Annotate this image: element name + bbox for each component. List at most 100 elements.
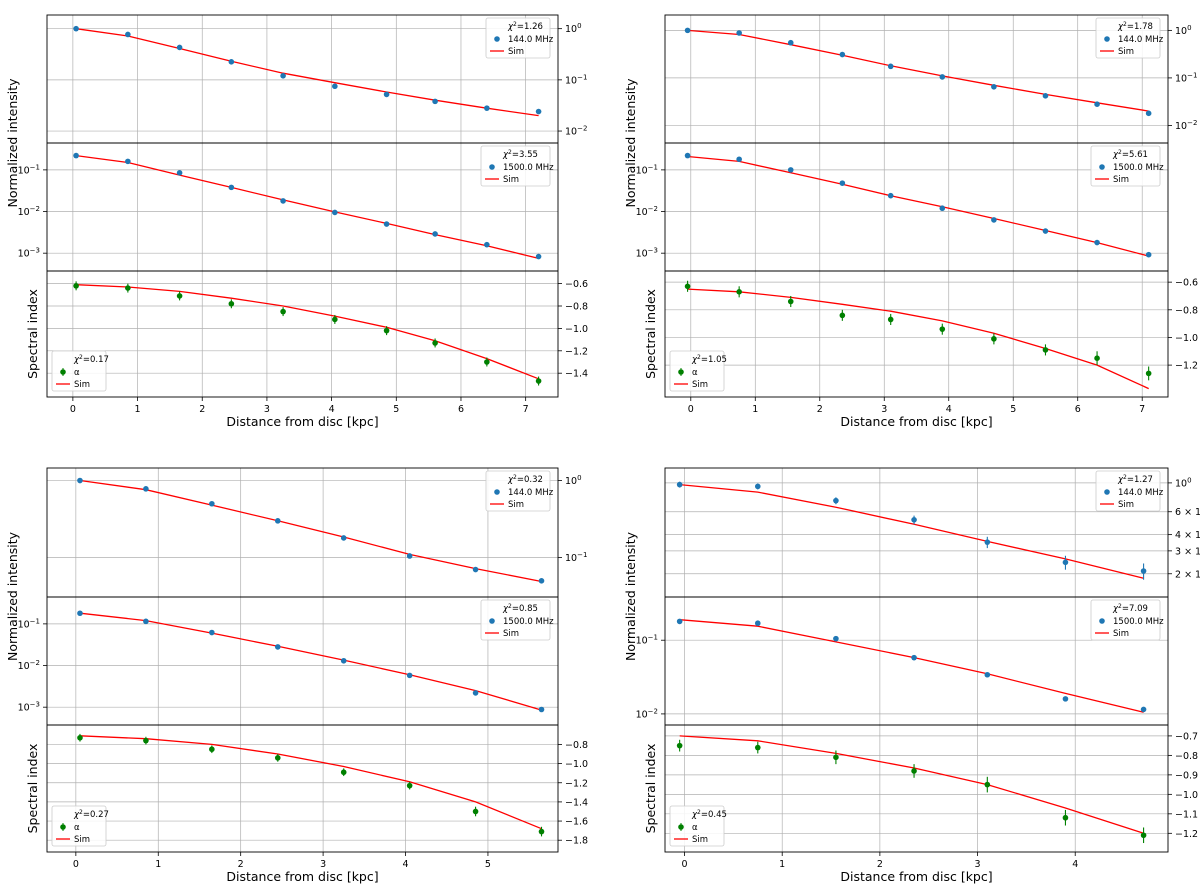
legend: χ2=1.78 144.0 MHz Sim bbox=[1095, 17, 1164, 59]
data-point bbox=[839, 51, 846, 58]
data-point bbox=[125, 31, 131, 38]
y-tick-label: −0.8 bbox=[565, 740, 588, 751]
y-tick-label: −1.2 bbox=[1175, 361, 1198, 372]
data-point bbox=[736, 289, 742, 295]
sim-line bbox=[687, 288, 1149, 390]
sim-line bbox=[76, 154, 539, 260]
legend-box bbox=[51, 805, 107, 847]
data-point bbox=[984, 539, 991, 545]
legend-box bbox=[51, 350, 107, 392]
legend-data-label: 1500.0 MHz bbox=[1113, 163, 1164, 173]
data-point bbox=[472, 690, 479, 696]
legend-chi2: χ2=0.32 bbox=[507, 474, 543, 485]
legend-data-label: α bbox=[74, 368, 80, 378]
y-tick-label: −0.6 bbox=[565, 279, 588, 290]
legend-sim-label: Sim bbox=[508, 47, 524, 57]
y-tick-label: 10−1 bbox=[1175, 71, 1197, 84]
data-point bbox=[1140, 832, 1147, 839]
data-point bbox=[432, 340, 438, 346]
legend-data-label: α bbox=[74, 823, 80, 833]
data-point bbox=[472, 808, 479, 815]
y-tick-label: 10−1 bbox=[565, 73, 587, 86]
data-point bbox=[77, 610, 83, 617]
data-point bbox=[1042, 93, 1049, 99]
legend-chi2: χ2=7.09 bbox=[1112, 603, 1148, 614]
panel-spectral_index: −0.6 −0.8 −1.0 −1.2 −1.4 χ2=0.17 α Sim Spectral … bbox=[25, 271, 588, 397]
legend-box bbox=[1095, 17, 1161, 59]
panel-intensity_low: 100 10−1 10−2 χ2=1.78 144.0 MHz Sim Normalized… bbox=[623, 15, 1197, 208]
x-tick-label: 2 bbox=[238, 859, 244, 870]
legend-sim-label: Sim bbox=[692, 835, 708, 845]
sim-line bbox=[679, 619, 1144, 713]
legend-sim-label: Sim bbox=[1118, 500, 1134, 510]
y-tick-label: −0.8 bbox=[1175, 751, 1198, 762]
y-tick-label: 100 bbox=[565, 474, 582, 487]
chart-top-left: 100 10−1 10−2 χ2=1.26 144.0 MHz Sim Normalized… bbox=[5, 14, 588, 429]
y-tick-label: −1.4 bbox=[565, 797, 588, 808]
data-point bbox=[143, 486, 149, 492]
legend-chi2: χ2=3.55 bbox=[502, 149, 538, 160]
y-tick-label: 10−2 bbox=[636, 205, 658, 218]
x-tick-label: 7 bbox=[1139, 404, 1145, 415]
data-point bbox=[125, 158, 131, 165]
data-point bbox=[143, 618, 149, 625]
panel-intensity_low: 100 10−1 χ2=0.32 144.0 MHz Sim Normalized int… bbox=[5, 468, 587, 661]
plot-frame bbox=[664, 14, 1169, 398]
y-tick-label: −1.6 bbox=[565, 817, 588, 828]
data-point bbox=[754, 620, 761, 627]
legend-marker bbox=[494, 489, 500, 495]
y-tick-label: 10−1 bbox=[18, 163, 40, 176]
y-tick-label: 10−1 bbox=[636, 163, 658, 176]
x-tick-label: 2 bbox=[199, 404, 205, 415]
legend-sim-label: Sim bbox=[503, 629, 519, 639]
chart-bottom-right: 100 6 × 10−1 4 × 10−1 3 × 10−1 2 × 10−1 χ2=1.… bbox=[623, 467, 1200, 884]
data-point bbox=[332, 83, 338, 90]
y-tick-label: 100 bbox=[1175, 24, 1192, 37]
data-point bbox=[280, 198, 286, 204]
legend-data-label: 144.0 MHz bbox=[508, 35, 554, 45]
data-point bbox=[1140, 706, 1147, 713]
panel-spectral_index: −0.7 −0.8 −0.9 −1.0 −1.1 −1.2 χ2=0.45 α Sim Spect… bbox=[643, 725, 1198, 852]
legend-box bbox=[669, 350, 725, 392]
x-tick-label: 5 bbox=[393, 404, 399, 415]
x-tick-label: 7 bbox=[523, 404, 529, 415]
plot-frame bbox=[46, 14, 559, 398]
legend-chi2: χ2=1.05 bbox=[691, 354, 727, 365]
data-point bbox=[676, 481, 683, 488]
data-point bbox=[754, 744, 761, 751]
x-tick-label: 1 bbox=[155, 859, 161, 870]
legend-box bbox=[1095, 470, 1161, 512]
data-point bbox=[911, 768, 917, 774]
sim-line bbox=[679, 483, 1144, 579]
data-point bbox=[887, 63, 894, 70]
legend: χ2=1.27 144.0 MHz Sim bbox=[1095, 470, 1164, 512]
legend-data-label: 1500.0 MHz bbox=[503, 617, 554, 627]
y-tick-label: 100 bbox=[1175, 476, 1192, 489]
legend-data-label: 144.0 MHz bbox=[508, 488, 554, 498]
legend-marker bbox=[494, 36, 500, 42]
y-tick-label: 2 × 10−1 bbox=[1175, 567, 1200, 580]
sim-line bbox=[687, 155, 1149, 257]
legend-chi2: χ2=1.78 bbox=[1117, 21, 1153, 32]
legend-data-label: α bbox=[692, 823, 698, 833]
y-tick-label: 10−2 bbox=[565, 125, 587, 138]
data-point bbox=[340, 535, 347, 541]
legend-sim-label: Sim bbox=[503, 175, 519, 185]
data-point bbox=[332, 209, 338, 216]
legend-sim-label: Sim bbox=[74, 835, 90, 845]
data-point bbox=[676, 618, 683, 625]
y-axis-title: Spectral index bbox=[25, 289, 40, 379]
data-point bbox=[736, 30, 742, 36]
legend-chi2: χ2=0.17 bbox=[73, 354, 109, 365]
data-point bbox=[340, 769, 347, 776]
data-point bbox=[280, 73, 286, 79]
legend: χ2=0.27 α Sim bbox=[51, 805, 109, 847]
sim-line bbox=[687, 29, 1149, 112]
data-point bbox=[939, 326, 946, 332]
data-point bbox=[1140, 568, 1147, 574]
sim-line bbox=[79, 479, 542, 583]
y-tick-label: −1.0 bbox=[565, 759, 588, 770]
data-point bbox=[383, 221, 390, 227]
data-point bbox=[676, 742, 683, 749]
data-point bbox=[787, 39, 794, 46]
